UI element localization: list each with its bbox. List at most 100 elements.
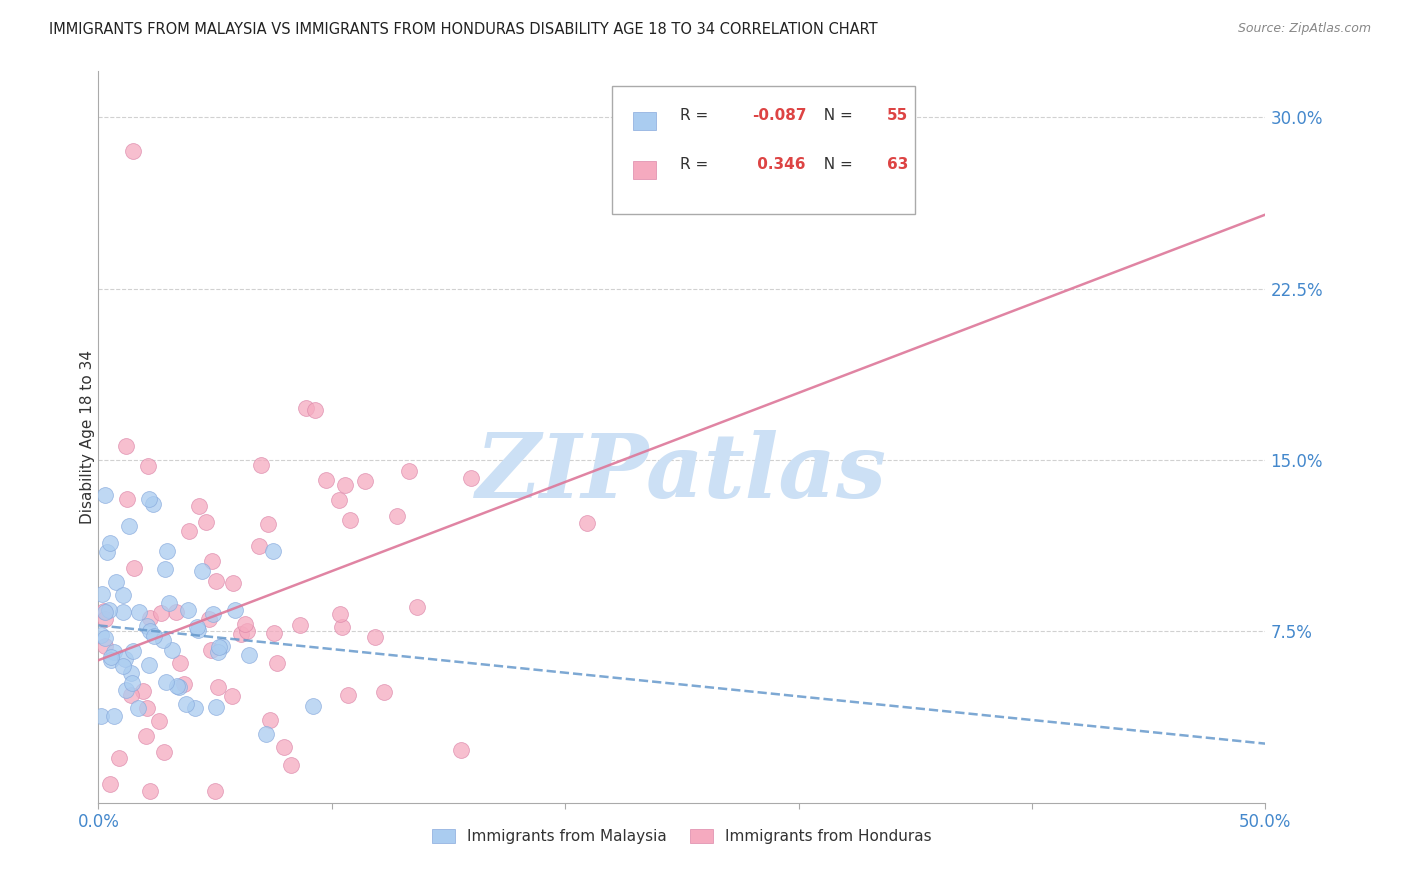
Legend: Immigrants from Malaysia, Immigrants from Honduras: Immigrants from Malaysia, Immigrants fro…	[426, 822, 938, 850]
Point	[315, 473, 337, 487]
Point	[304, 403, 326, 417]
Point	[138, 492, 160, 507]
Point	[142, 629, 165, 643]
Point	[120, 666, 142, 681]
FancyBboxPatch shape	[633, 161, 657, 179]
Point	[208, 640, 231, 654]
Point	[135, 619, 157, 633]
Point	[198, 612, 221, 626]
Text: -0.087: -0.087	[752, 108, 807, 123]
Point	[100, 649, 122, 664]
Text: R =: R =	[679, 157, 713, 172]
Point	[169, 656, 191, 670]
Point	[153, 562, 176, 576]
Point	[406, 599, 429, 614]
Point	[207, 645, 229, 659]
Point	[94, 606, 117, 620]
Point	[177, 524, 200, 538]
Point	[330, 620, 353, 634]
Point	[165, 605, 187, 619]
Text: N =: N =	[814, 157, 858, 172]
Point	[204, 700, 226, 714]
Point	[122, 561, 145, 575]
Point	[103, 709, 125, 723]
Point	[160, 642, 183, 657]
Point	[273, 740, 295, 755]
Point	[121, 676, 143, 690]
Point	[100, 653, 122, 667]
Point	[98, 536, 121, 550]
Point	[93, 639, 115, 653]
Point	[150, 606, 173, 620]
Point	[288, 618, 311, 632]
Point	[200, 642, 222, 657]
Point	[90, 628, 112, 642]
Point	[238, 648, 260, 662]
Point	[105, 574, 128, 589]
Point	[205, 574, 228, 588]
Point	[177, 603, 200, 617]
Point	[142, 497, 165, 511]
Text: IMMIGRANTS FROM MALAYSIA VS IMMIGRANTS FROM HONDURAS DISABILITY AGE 18 TO 34 COR: IMMIGRANTS FROM MALAYSIA VS IMMIGRANTS F…	[49, 22, 877, 37]
Point	[139, 624, 162, 638]
Text: N =: N =	[814, 108, 858, 123]
Point	[96, 545, 118, 559]
Point	[157, 596, 180, 610]
Point	[169, 680, 191, 694]
Point	[364, 631, 387, 645]
Point	[236, 624, 259, 638]
Point	[337, 688, 360, 702]
Point	[94, 631, 117, 645]
Point	[266, 656, 288, 670]
Text: 63: 63	[887, 157, 908, 172]
Text: R =: R =	[679, 108, 713, 123]
Point	[373, 685, 395, 699]
Point	[148, 714, 170, 729]
Point	[450, 742, 472, 756]
Point	[280, 757, 302, 772]
Point	[166, 679, 188, 693]
FancyBboxPatch shape	[612, 86, 915, 214]
Point	[398, 464, 420, 478]
Point	[333, 477, 356, 491]
Point	[139, 611, 162, 625]
Point	[201, 607, 224, 622]
Y-axis label: Disability Age 18 to 34: Disability Age 18 to 34	[80, 350, 94, 524]
Point	[90, 709, 112, 723]
Point	[127, 700, 149, 714]
Point	[115, 683, 138, 698]
Point	[132, 684, 155, 698]
Point	[257, 516, 280, 531]
Point	[328, 492, 350, 507]
Point	[103, 645, 125, 659]
Point	[138, 458, 160, 473]
Point	[174, 698, 197, 712]
Point	[115, 439, 138, 453]
Point	[138, 657, 160, 672]
Point	[98, 777, 121, 791]
Point	[262, 543, 284, 558]
Point	[254, 727, 277, 741]
Point	[94, 488, 117, 502]
Point	[204, 784, 226, 798]
Point	[190, 564, 212, 578]
Point	[194, 516, 217, 530]
Point	[207, 680, 229, 694]
Point	[460, 471, 482, 485]
Point	[201, 554, 224, 568]
Point	[186, 620, 208, 634]
Point	[155, 674, 177, 689]
Point	[387, 509, 409, 524]
Point	[188, 500, 211, 514]
Point	[222, 576, 245, 591]
Point	[118, 519, 141, 533]
Text: 0.346: 0.346	[752, 157, 806, 172]
Point	[107, 751, 129, 765]
Point	[135, 730, 157, 744]
Point	[294, 401, 316, 416]
FancyBboxPatch shape	[633, 112, 657, 130]
Point	[115, 492, 138, 507]
Point	[224, 603, 246, 617]
Point	[187, 623, 209, 637]
Point	[122, 644, 145, 658]
